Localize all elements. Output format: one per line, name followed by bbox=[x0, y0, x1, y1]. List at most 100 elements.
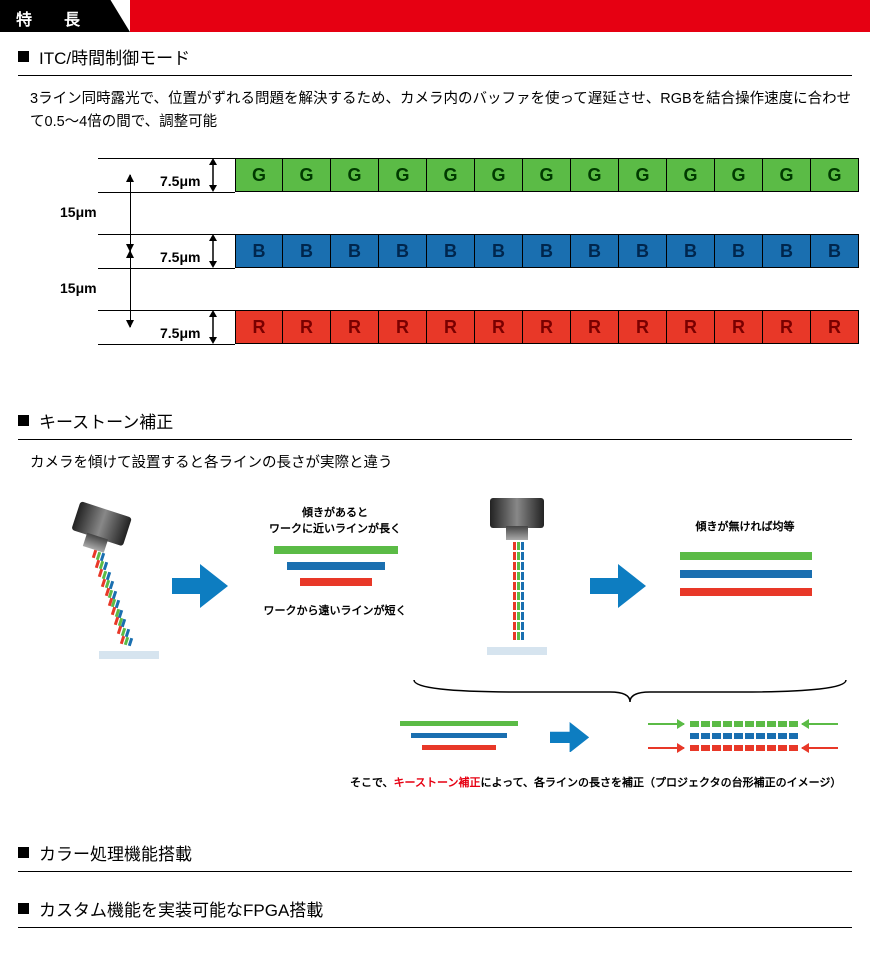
rgb-row: RRRRRRRRRRRRR bbox=[235, 310, 859, 344]
beam-seg bbox=[103, 562, 108, 571]
rgb-cell: R bbox=[619, 310, 667, 344]
beam-seg bbox=[513, 622, 516, 630]
thin-arrow bbox=[648, 747, 684, 749]
dash-bar bbox=[690, 721, 798, 727]
rgb-cell: R bbox=[715, 310, 763, 344]
camera-icon bbox=[490, 498, 544, 528]
keystone-diagram: 傾きがあると ワークに近いラインが長くワークから遠いラインが短く 傾きが無ければ均… bbox=[30, 496, 852, 816]
line-bar bbox=[680, 552, 812, 560]
rgb-cell: G bbox=[715, 158, 763, 192]
rgb-cell: B bbox=[283, 234, 331, 268]
straight-label: 傾きが無ければ均等 bbox=[670, 518, 820, 534]
line-bar bbox=[287, 562, 385, 570]
rgb-cell: B bbox=[811, 234, 859, 268]
row-height-label: 7.5μm bbox=[160, 316, 220, 350]
beam-seg bbox=[521, 562, 524, 570]
rgb-cell: B bbox=[475, 234, 523, 268]
beam-seg bbox=[521, 632, 524, 640]
rgb-cell: R bbox=[811, 310, 859, 344]
beam-seg bbox=[517, 572, 520, 580]
row-height-label: 7.5μm bbox=[160, 164, 220, 198]
beam-seg bbox=[517, 632, 520, 640]
rgb-diagram: 7.5μmGGGGGGGGGGGGG7.5μmBBBBBBBBBBBBB7.5μ… bbox=[30, 154, 852, 384]
content: ITC/時間制御モード 3ライン同時露光で、位置がずれる問題を解決するため、カメ… bbox=[0, 32, 870, 964]
rgb-cell: B bbox=[667, 234, 715, 268]
beam-seg bbox=[513, 612, 516, 620]
section-itc: ITC/時間制御モード 3ライン同時露光で、位置がずれる問題を解決するため、カメ… bbox=[18, 44, 852, 384]
rgb-cell: G bbox=[379, 158, 427, 192]
rgb-cell: R bbox=[331, 310, 379, 344]
itc-desc: 3ライン同時露光で、位置がずれる問題を解決するため、カメラ内のバッファを使って遅… bbox=[30, 88, 852, 134]
rgb-cell: B bbox=[379, 234, 427, 268]
section-fpga: カスタム機能を実装可能なFPGA搭載 bbox=[18, 896, 852, 928]
rgb-cell: R bbox=[523, 310, 571, 344]
beam-seg bbox=[513, 572, 516, 580]
rgb-row: GGGGGGGGGGGGG bbox=[235, 158, 859, 192]
line-bar bbox=[274, 546, 398, 554]
beam-seg bbox=[521, 572, 524, 580]
header-tab: 特 長 bbox=[0, 0, 130, 32]
rgb-cell: B bbox=[427, 234, 475, 268]
camera-lens bbox=[506, 526, 528, 540]
section-title-keystone: キーストーン補正 bbox=[18, 408, 852, 440]
beam-seg bbox=[521, 582, 524, 590]
plate bbox=[487, 647, 547, 655]
section-title-fpga: カスタム機能を実装可能なFPGA搭載 bbox=[18, 896, 852, 928]
tilt-bottom-label: ワークから遠いラインが短く bbox=[260, 602, 410, 618]
thin-arrow bbox=[802, 723, 838, 725]
rgb-cell: G bbox=[667, 158, 715, 192]
row-height-label: 7.5μm bbox=[160, 240, 220, 274]
beam-seg bbox=[521, 602, 524, 610]
bullet-square-icon bbox=[18, 903, 29, 914]
thin-arrow bbox=[802, 747, 838, 749]
title-text: カラー処理機能搭載 bbox=[39, 840, 192, 865]
section-title-itc: ITC/時間制御モード bbox=[18, 44, 852, 76]
beam-seg bbox=[513, 562, 516, 570]
rgb-cell: G bbox=[523, 158, 571, 192]
header-red bbox=[130, 0, 870, 32]
beam-seg bbox=[521, 592, 524, 600]
rgb-cell: G bbox=[811, 158, 859, 192]
dash-bar bbox=[690, 745, 798, 751]
line-bar bbox=[400, 721, 518, 726]
line-bar bbox=[680, 588, 812, 596]
rgb-row: BBBBBBBBBBBBB bbox=[235, 234, 859, 268]
beam-seg bbox=[517, 592, 520, 600]
rgb-cell: B bbox=[523, 234, 571, 268]
beam-seg bbox=[521, 612, 524, 620]
thin-arrow bbox=[648, 723, 684, 725]
rgb-cell: B bbox=[715, 234, 763, 268]
section-color: カラー処理機能搭載 bbox=[18, 840, 852, 872]
beam-seg bbox=[521, 622, 524, 630]
bullet-square-icon bbox=[18, 847, 29, 858]
rgb-cell: G bbox=[571, 158, 619, 192]
beam-seg bbox=[521, 542, 524, 550]
rgb-cell: B bbox=[331, 234, 379, 268]
beam-seg bbox=[513, 632, 516, 640]
arrow-icon bbox=[172, 564, 228, 608]
tilt-top-label: 傾きがあると ワークに近いラインが長く bbox=[260, 504, 410, 536]
brace-icon bbox=[410, 676, 850, 709]
beam-seg bbox=[517, 622, 520, 630]
beam-seg bbox=[517, 612, 520, 620]
beam-seg bbox=[517, 602, 520, 610]
rgb-cell: R bbox=[427, 310, 475, 344]
line-bar bbox=[680, 570, 812, 578]
rgb-cell: B bbox=[571, 234, 619, 268]
section-keystone: キーストーン補正 カメラを傾けて設置すると各ラインの長さが実際と違う 傾きがある… bbox=[18, 408, 852, 815]
plate bbox=[99, 651, 159, 659]
rgb-cell: B bbox=[235, 234, 283, 268]
title-text: カスタム機能を実装可能なFPGA搭載 bbox=[39, 896, 323, 921]
gap-dim-line bbox=[130, 251, 131, 327]
arrow-icon bbox=[550, 722, 589, 753]
rgb-cell: G bbox=[619, 158, 667, 192]
beam-seg bbox=[513, 592, 516, 600]
rgb-cell: R bbox=[379, 310, 427, 344]
beam-seg bbox=[513, 542, 516, 550]
gap-dim-label: 15μm bbox=[60, 280, 97, 296]
camera-body bbox=[490, 498, 544, 528]
header-bar: 特 長 bbox=[0, 0, 870, 32]
beam-seg bbox=[513, 602, 516, 610]
bullet-square-icon bbox=[18, 415, 29, 426]
rgb-cell: R bbox=[283, 310, 331, 344]
